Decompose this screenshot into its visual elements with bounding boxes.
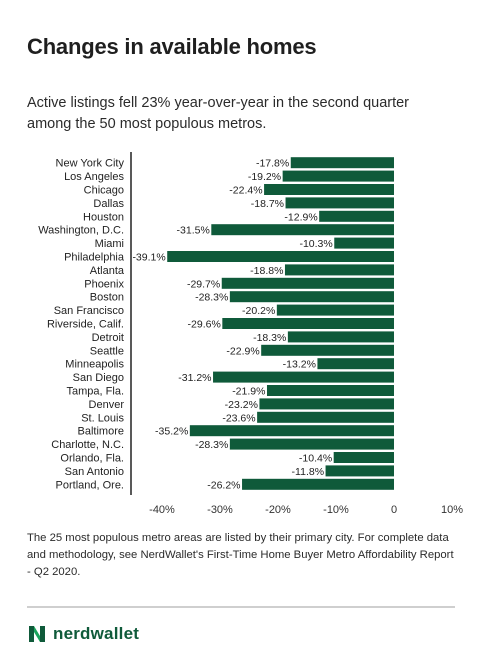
footer-divider — [27, 606, 455, 608]
x-tick-label: -40% — [149, 504, 175, 516]
data-label: -26.2% — [207, 479, 240, 491]
category-label: Denver — [89, 399, 125, 411]
nerdwallet-logo: nerdwallet — [27, 622, 139, 646]
bar — [229, 438, 394, 450]
category-label: Miami — [95, 238, 124, 250]
bar — [333, 452, 394, 463]
data-label: -29.7% — [187, 278, 220, 290]
bar — [282, 170, 394, 182]
data-label: -31.5% — [177, 225, 210, 237]
category-label: Riverside, Calif. — [47, 319, 124, 331]
bar — [242, 478, 394, 490]
bar — [167, 251, 394, 262]
chart-subtitle: Active listings fell 23% year-over-year … — [27, 95, 410, 132]
bar — [276, 304, 394, 316]
bar — [290, 157, 394, 169]
data-label: -23.2% — [225, 399, 258, 411]
data-label: -10.3% — [299, 238, 332, 250]
data-label: -21.9% — [232, 386, 265, 398]
category-label: Portland, Ore. — [56, 479, 124, 491]
category-label: Atlanta — [90, 265, 125, 277]
bar — [285, 197, 394, 209]
chart-title: Changes in available homes — [27, 34, 317, 59]
data-labels-group: -17.8%-19.2% -22.4%-18.7%-12.9% -31.5% -10.… — [132, 158, 332, 492]
footnote: The 25 most populous metro areas are lis… — [27, 532, 454, 578]
x-tick-label: 10% — [441, 504, 463, 516]
bar — [211, 224, 394, 236]
data-label: -19.2% — [248, 171, 281, 183]
bar — [266, 385, 394, 396]
bar — [221, 277, 394, 289]
category-label: Boston — [90, 292, 124, 304]
category-label: Minneapolis — [65, 359, 124, 371]
data-label: -23.6% — [222, 412, 255, 424]
data-label: -13.2% — [283, 359, 316, 371]
category-label: Charlotte, N.C. — [51, 439, 124, 451]
category-label: Detroit — [92, 332, 124, 344]
nerdwallet-wordmark: nerdwallet — [53, 624, 140, 643]
category-label: Baltimore — [78, 426, 124, 438]
data-label: -18.8% — [250, 265, 283, 277]
category-label: Tampa, Fla. — [67, 386, 124, 398]
bar — [317, 358, 394, 370]
bar — [257, 411, 394, 423]
bar — [334, 237, 394, 249]
data-label: -10.4% — [299, 453, 332, 465]
category-label: Houston — [83, 211, 124, 223]
bar — [189, 425, 394, 437]
category-label: Philadelphia — [64, 252, 125, 264]
category-label: San Diego — [73, 372, 124, 384]
data-label: -35.2% — [155, 426, 188, 438]
category-label: San Francisco — [54, 305, 124, 317]
data-label: -29.6% — [188, 319, 221, 331]
data-label: -39.1% — [132, 252, 165, 264]
bar — [213, 371, 394, 383]
data-label: -17.8% — [256, 158, 289, 170]
data-label: -12.9% — [284, 211, 317, 223]
x-tick-label: -30% — [207, 504, 233, 516]
data-label: -20.2% — [242, 305, 275, 317]
x-tick-label: -20% — [265, 504, 291, 516]
bar — [319, 210, 394, 222]
bar — [264, 184, 394, 195]
bar — [261, 344, 394, 356]
bar — [284, 264, 394, 276]
data-label: -11.8% — [292, 466, 325, 478]
bar — [229, 291, 394, 303]
data-label: -18.7% — [251, 198, 284, 210]
category-label: Orlando, Fla. — [60, 453, 124, 465]
x-tick-label: -10% — [323, 504, 349, 516]
data-label: -22.9% — [226, 345, 259, 357]
data-label: -28.3% — [195, 292, 228, 304]
category-label: Seattle — [90, 345, 124, 357]
category-label: Dallas — [93, 198, 124, 210]
bar — [287, 331, 394, 343]
category-label: St. Louis — [81, 412, 124, 424]
category-label: San Antonio — [65, 466, 124, 478]
data-label: -28.3% — [195, 439, 228, 451]
data-label: -18.3% — [253, 332, 286, 344]
nerdwallet-logo-icon — [29, 626, 45, 642]
bar — [325, 465, 394, 477]
data-label: -22.4% — [229, 185, 262, 197]
category-label: Phoenix — [84, 278, 124, 290]
bar — [222, 318, 394, 329]
bar — [259, 398, 394, 410]
x-axis-ticks-group: -40% -30% -20% -10% 0 10% — [149, 504, 463, 516]
bars-group — [167, 157, 394, 490]
category-label: Chicago — [84, 185, 124, 197]
data-label: -31.2% — [178, 372, 211, 384]
category-label: Washington, D.C. — [38, 225, 124, 237]
category-label: Los Angeles — [64, 171, 124, 183]
category-label: New York City — [56, 158, 125, 170]
x-tick-label: 0 — [391, 504, 397, 516]
